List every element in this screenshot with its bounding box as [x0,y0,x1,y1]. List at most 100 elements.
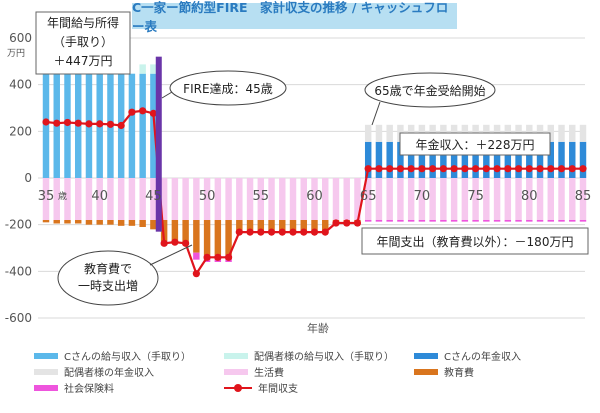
balance-point [439,165,447,173]
bar-segment [257,220,265,231]
bar-segment [107,178,114,220]
bar-segment [139,64,146,74]
bar-segment [74,178,82,220]
balance-point [525,165,533,173]
bar-segment [74,220,82,224]
bar-segment [547,178,555,220]
bar-segment [407,220,415,222]
balance-point [96,120,104,128]
legend-label: 生活費 [254,368,284,379]
balance-point [514,165,523,173]
balance-point [139,107,147,115]
legend-swatch [34,368,58,375]
balance-point [396,165,405,173]
bar-segment [558,178,565,220]
x-tick-label: 55 [253,189,270,204]
bar-segment [193,178,200,220]
annual-expense-callout-text: 年間支出（教育費以外）：－180万円 [377,234,574,249]
bar-segment [182,178,189,220]
bar-segment [171,178,179,220]
balance-point [300,228,308,236]
bar-segment [429,220,436,222]
bar-segment [429,141,436,178]
balance-point [182,239,190,247]
bar-segment [386,178,393,220]
bar-segment [42,178,50,220]
bar-segment [171,220,179,241]
legend-label: 配偶者様の年金収入 [64,368,154,379]
x-tick-label: 60 [306,189,323,204]
bar-segment [418,220,426,222]
bar-segment [150,64,157,74]
y-tick-label: 600 [9,31,32,45]
bar-segment [64,220,71,224]
bar-segment [311,178,318,220]
bar-segment [225,220,232,255]
bar-segment [268,220,275,231]
balance-point [536,165,544,173]
bar-segment [128,73,136,178]
fire-marker-bar [155,56,162,232]
balance-point [353,219,362,227]
bar-segment [364,141,372,178]
balance-point [42,118,50,126]
bar-segment [407,178,415,220]
bar-segment [536,141,544,178]
balance-point [472,165,480,173]
bar-segment [139,73,146,178]
legend-label: 年間収支 [258,384,298,395]
bar-segment [579,141,587,178]
balance-point [85,120,93,128]
bar-segment [150,220,157,230]
bar-segment [364,124,372,142]
bar-segment [461,220,469,222]
x-unit-label: 歳 [58,190,67,202]
bar-segment [483,220,490,222]
bar-segment [397,141,404,178]
balance-point [289,228,297,236]
bar-segment [579,178,587,220]
fire-callout [169,70,287,106]
bar-segment [364,220,372,222]
bar-segment [375,124,383,142]
legend-item: 年間収支 [224,380,298,395]
bar-segment [193,252,200,260]
bar-segment [569,178,576,220]
bar-segment [64,178,71,220]
bar-segment [547,141,555,178]
bar-segment [515,178,522,220]
balance-point [257,228,265,236]
fire-callout-text: FIRE達成：45歳 [183,82,273,96]
bar-segment [268,178,275,220]
salary-callout-text: 年間給与所得 [47,15,119,30]
x-tick-label: 65 [360,189,377,204]
bar-segment [526,178,533,220]
bar-segment [375,220,383,222]
bar-segment [96,220,103,225]
bar-segment [332,178,340,220]
legend-swatch [224,368,248,375]
balance-point [214,253,222,261]
bar-segment [289,220,297,231]
legend-item: 配偶者様の給与収入（手取り） [224,348,394,363]
education-callout [57,250,159,306]
balance-point [246,228,254,236]
salary-callout [35,11,131,75]
balance-point [493,165,501,173]
bar-segment [343,178,350,220]
education-callout-text: 教育費で [84,261,132,276]
balance-point [224,253,233,261]
legend-label: 教育費 [444,368,474,379]
bar-segment [246,220,254,231]
education-callout-text: 一時支出増 [78,279,138,293]
balance-point [375,165,383,173]
balance-point [568,165,576,173]
bar-segment [214,178,222,220]
balance-point [579,165,587,173]
x-tick-label: 75 [467,189,484,204]
bar-segment [128,220,136,226]
legend-swatch [414,352,438,359]
bar-segment [139,220,146,227]
bar-segment [53,220,60,224]
bar-segment [418,178,426,220]
